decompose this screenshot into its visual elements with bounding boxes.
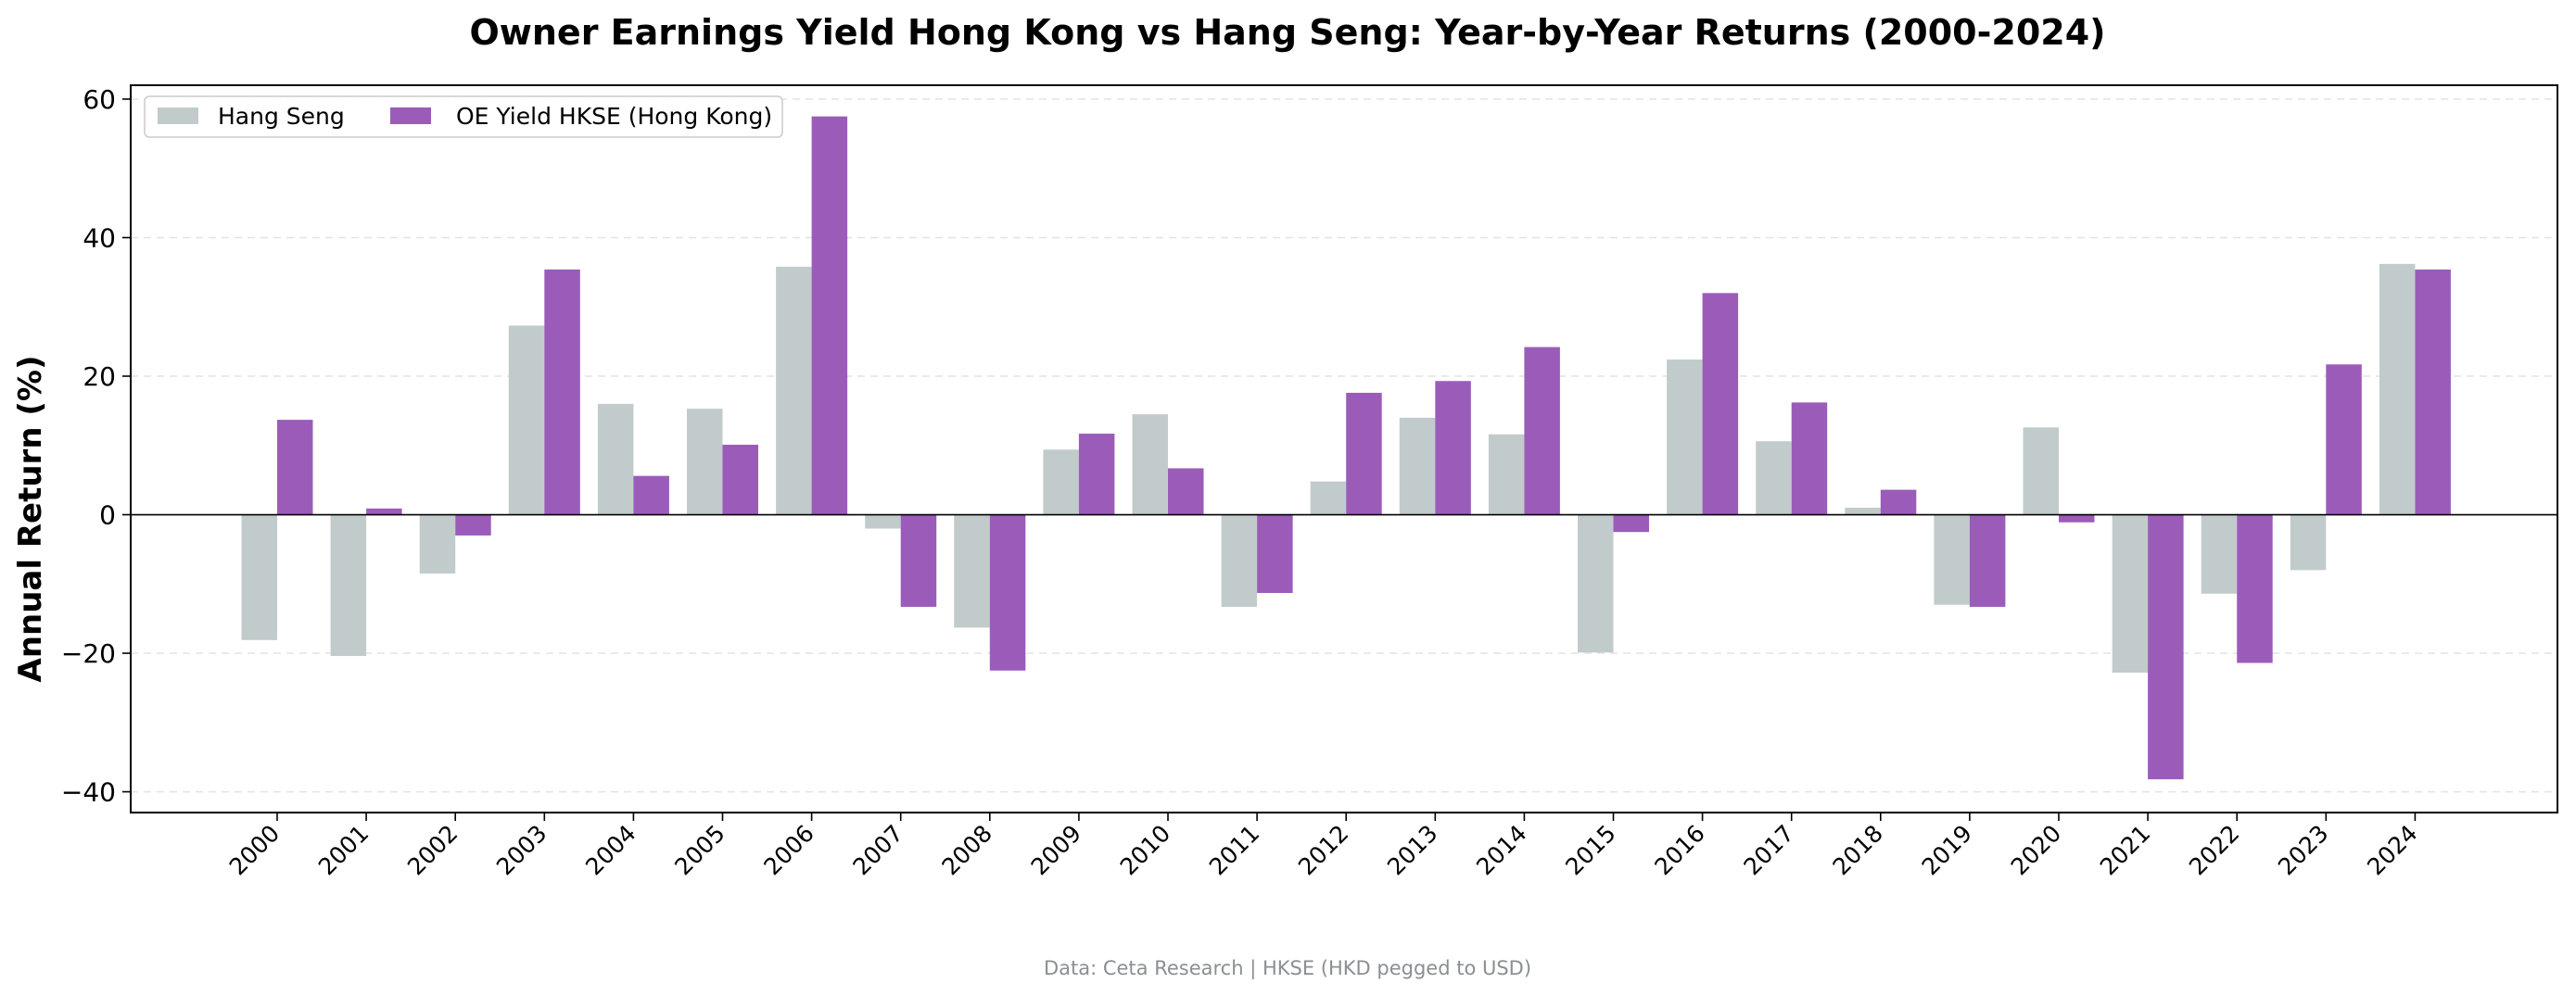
x-tick-label: 2022 (2184, 820, 2244, 880)
y-tick-label: 40 (82, 222, 116, 253)
bar-hang-seng-2009 (1043, 449, 1079, 515)
bar-oe-yield-2020 (2059, 514, 2095, 523)
bar-oe-yield-2021 (2148, 514, 2184, 780)
bar-oe-yield-2007 (900, 514, 937, 607)
bar-oe-yield-2004 (633, 475, 669, 515)
y-tick-label: −20 (61, 638, 116, 669)
bar-hang-seng-2004 (597, 403, 634, 515)
bar-hang-seng-2016 (1667, 359, 1703, 515)
bar-hang-seng-2023 (2290, 514, 2327, 571)
bar-oe-yield-2006 (811, 116, 848, 515)
bar-hang-seng-2022 (2201, 514, 2238, 594)
chart-title: Owner Earnings Yield Hong Kong vs Hang S… (469, 12, 2105, 53)
bar-hang-seng-2000 (241, 514, 277, 640)
x-tick-label: 2017 (1738, 820, 1798, 880)
bar-oe-yield-2012 (1346, 392, 1382, 515)
bar-oe-yield-2005 (722, 445, 758, 515)
bar-hang-seng-2021 (2112, 514, 2149, 673)
chart-footer: Data: Ceta Research | HKSE (HKD pegged t… (1044, 957, 1531, 980)
legend-box (144, 95, 783, 138)
bar-oe-yield-2001 (366, 508, 402, 515)
x-tick-label: 2019 (1917, 820, 1977, 880)
x-tick-label: 2000 (224, 820, 285, 880)
bar-hang-seng-2018 (1845, 508, 1881, 515)
bar-hang-seng-2014 (1488, 434, 1525, 515)
bar-oe-yield-2013 (1435, 381, 1471, 515)
bar-hang-seng-2006 (776, 266, 812, 515)
bar-oe-yield-2023 (2326, 364, 2362, 515)
x-tick-label: 2023 (2273, 820, 2333, 880)
plot-frame (130, 84, 2558, 813)
bar-hang-seng-2020 (2023, 427, 2059, 515)
bar-oe-yield-2000 (277, 420, 313, 515)
bar-hang-seng-2017 (1756, 441, 1792, 515)
x-tick-label: 2004 (580, 820, 641, 880)
bar-oe-yield-2009 (1078, 434, 1115, 515)
x-tick-label: 2007 (847, 820, 907, 880)
x-tick-label: 2014 (1471, 820, 1531, 880)
x-tick-label: 2005 (669, 820, 730, 880)
bar-hang-seng-2003 (508, 325, 545, 515)
x-tick-label: 2010 (1115, 820, 1175, 880)
x-tick-label: 2024 (2362, 820, 2422, 880)
bar-oe-yield-2024 (2415, 269, 2451, 515)
bar-hang-seng-2008 (954, 514, 990, 628)
bar-oe-yield-2019 (1969, 514, 2006, 607)
legend: Hang Seng OE Yield HKSE (Hong Kong) (144, 95, 783, 138)
x-tick-label: 2011 (1204, 820, 1264, 880)
bar-hang-seng-2005 (687, 409, 723, 515)
y-axis-label: Annual Return (%) (12, 355, 49, 682)
x-tick-label: 2020 (2006, 820, 2066, 880)
x-tick-label: 2013 (1382, 820, 1442, 880)
bar-hang-seng-2024 (2379, 263, 2416, 515)
bar-hang-seng-2019 (1934, 514, 1970, 605)
legend-label-hang-seng: Hang Seng (218, 103, 345, 130)
legend-swatch-hang-seng (158, 107, 198, 124)
bar-hang-seng-2002 (419, 514, 456, 574)
x-tick-label: 2016 (1649, 820, 1709, 880)
x-tick-label: 2021 (2095, 820, 2155, 880)
bar-oe-yield-2022 (2237, 514, 2273, 663)
y-tick-label: 0 (99, 500, 116, 531)
bar-oe-yield-2011 (1257, 514, 1293, 594)
y-tick-label: −40 (61, 777, 116, 808)
bar-oe-yield-2014 (1524, 347, 1560, 515)
bar-oe-yield-2002 (455, 514, 491, 536)
bar-hang-seng-2001 (330, 514, 367, 657)
bar-hang-seng-2012 (1310, 481, 1347, 515)
plot-area: 60 40 20 0 −20 −40 2000 2001 2002 2003 2004 2005 200… (61, 84, 2558, 880)
x-tick-label: 2009 (1026, 820, 1086, 880)
x-tick-label: 2006 (758, 820, 818, 880)
x-tick-label: 2008 (937, 820, 997, 880)
x-tick-label: 2003 (491, 820, 552, 880)
y-tick-label: 20 (82, 361, 116, 392)
bar-oe-yield-2016 (1702, 293, 1739, 515)
x-tick-label: 2002 (402, 820, 463, 880)
x-tick-label: 2001 (313, 820, 374, 880)
bar-oe-yield-2015 (1613, 514, 1649, 533)
legend-label-oe-yield: OE Yield HKSE (Hong Kong) (456, 103, 772, 130)
bar-hang-seng-2015 (1578, 514, 1614, 653)
bar-hang-seng-2010 (1132, 414, 1168, 515)
bar-oe-yield-2003 (544, 269, 580, 515)
bar-hang-seng-2011 (1221, 514, 1258, 607)
x-tick-label: 2012 (1293, 820, 1353, 880)
y-tick-label: 60 (82, 84, 116, 115)
bar-hang-seng-2007 (865, 514, 901, 529)
bar-hang-seng-2013 (1399, 417, 1436, 515)
bar-oe-yield-2017 (1791, 402, 1828, 515)
legend-swatch-oe-yield (390, 107, 431, 124)
x-tick-label: 2018 (1828, 820, 1888, 880)
bar-oe-yield-2010 (1168, 468, 1204, 515)
bar-oe-yield-2008 (989, 514, 1026, 671)
bar-oe-yield-2018 (1880, 489, 1917, 515)
x-tick-label: 2015 (1560, 820, 1620, 880)
